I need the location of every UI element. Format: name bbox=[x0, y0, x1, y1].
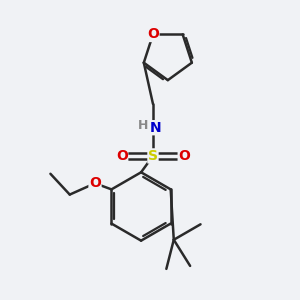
Text: O: O bbox=[89, 176, 101, 190]
Text: S: S bbox=[148, 149, 158, 163]
Text: O: O bbox=[178, 149, 190, 163]
Text: H: H bbox=[137, 119, 148, 132]
Text: O: O bbox=[147, 27, 159, 41]
Text: N: N bbox=[150, 121, 162, 135]
Text: O: O bbox=[116, 149, 128, 163]
